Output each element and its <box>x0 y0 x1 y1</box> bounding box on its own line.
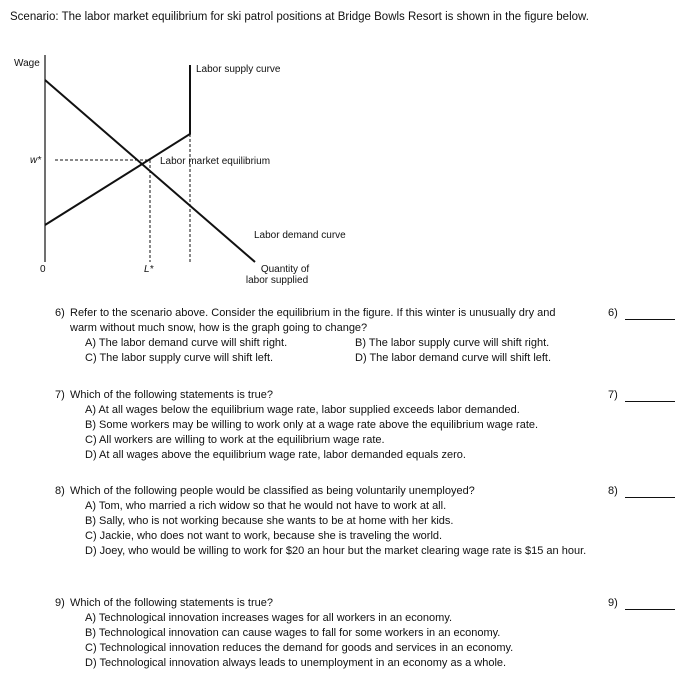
option: A) Tom, who married a rich widow so that… <box>85 500 447 512</box>
option: B) Sally, who is not working because she… <box>85 515 454 527</box>
demand-curve <box>44 79 256 263</box>
x-axis-label: Quantity of <box>261 264 310 275</box>
answer-marker: 6) <box>608 307 618 319</box>
option: C) Jackie, who does not want to work, be… <box>85 530 443 542</box>
answer-marker: 9) <box>608 597 618 609</box>
question-stem: Which of the following people would be c… <box>70 485 475 497</box>
answer-blank <box>625 319 675 320</box>
question-stem: Which of the following statements is tru… <box>70 389 273 401</box>
x-axis-label: labor supplied <box>246 275 308 286</box>
option: D) Technological innovation always leads… <box>85 657 507 669</box>
supply-label: Labor supply curve <box>196 64 281 75</box>
origin-label: 0 <box>40 264 46 275</box>
wage-label: w* <box>30 155 42 166</box>
option: C) All workers are willing to work at th… <box>85 434 385 446</box>
option: B) The labor supply curve will shift rig… <box>355 337 550 349</box>
option: A) At all wages below the equilibrium wa… <box>85 404 520 416</box>
option: D) At all wages above the equilibrium wa… <box>85 449 466 461</box>
option: B) Some workers may be willing to work o… <box>85 419 539 431</box>
option: B) Technological innovation can cause wa… <box>85 627 501 639</box>
option: A) The labor demand curve will shift rig… <box>85 337 288 349</box>
option: C) The labor supply curve will shift lef… <box>85 352 274 364</box>
answer-blank <box>625 609 675 610</box>
quantity-label: L* <box>144 264 155 275</box>
demand-label: Labor demand curve <box>254 230 346 241</box>
answer-blank <box>625 497 675 498</box>
option: D) Joey, who would be willing to work fo… <box>85 545 587 557</box>
question-number: 7) <box>55 389 65 401</box>
scenario: Scenario: The labor market equilibrium f… <box>10 11 589 23</box>
question-stem: Refer to the scenario above. Consider th… <box>70 307 556 334</box>
option: D) The labor demand curve will shift lef… <box>355 352 552 364</box>
answer-marker: 7) <box>608 389 618 401</box>
supply-curve <box>44 65 191 226</box>
y-axis-label: Wage <box>14 58 40 69</box>
question-number: 9) <box>55 597 65 609</box>
answer-marker: 8) <box>608 485 618 497</box>
question-number: 6) <box>55 307 65 319</box>
option: A) Technological innovation increases wa… <box>85 612 453 624</box>
option: C) Technological innovation reduces the … <box>85 642 514 654</box>
question-stem: Which of the following statements is tru… <box>70 597 273 609</box>
question-number: 8) <box>55 485 65 497</box>
equilibrium-label: Labor market equilibrium <box>160 156 270 167</box>
answer-blank <box>625 401 675 402</box>
figure: Wage w* 0 L* Labor supply curve Labor ma… <box>14 55 346 286</box>
